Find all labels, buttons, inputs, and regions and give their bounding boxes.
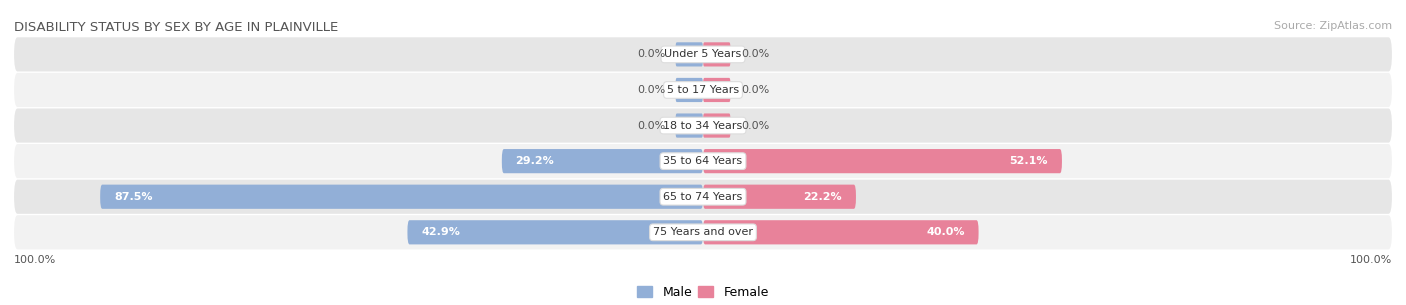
FancyBboxPatch shape	[14, 180, 1392, 214]
Legend: Male, Female: Male, Female	[633, 281, 773, 304]
Text: 65 to 74 Years: 65 to 74 Years	[664, 192, 742, 202]
FancyBboxPatch shape	[703, 42, 731, 66]
FancyBboxPatch shape	[703, 220, 979, 244]
Text: 75 Years and over: 75 Years and over	[652, 227, 754, 237]
Text: 100.0%: 100.0%	[1350, 255, 1392, 265]
Text: 29.2%: 29.2%	[516, 156, 554, 166]
Text: DISABILITY STATUS BY SEX BY AGE IN PLAINVILLE: DISABILITY STATUS BY SEX BY AGE IN PLAIN…	[14, 21, 339, 34]
Text: 22.2%: 22.2%	[804, 192, 842, 202]
FancyBboxPatch shape	[14, 37, 1392, 71]
Text: Source: ZipAtlas.com: Source: ZipAtlas.com	[1274, 21, 1392, 31]
FancyBboxPatch shape	[14, 215, 1392, 249]
FancyBboxPatch shape	[14, 109, 1392, 143]
Text: 0.0%: 0.0%	[741, 120, 769, 131]
FancyBboxPatch shape	[703, 185, 856, 209]
FancyBboxPatch shape	[14, 144, 1392, 178]
Text: 40.0%: 40.0%	[927, 227, 965, 237]
FancyBboxPatch shape	[703, 149, 1062, 173]
FancyBboxPatch shape	[703, 113, 731, 138]
FancyBboxPatch shape	[675, 42, 703, 66]
Text: 42.9%: 42.9%	[422, 227, 460, 237]
Text: 0.0%: 0.0%	[637, 120, 665, 131]
Text: 52.1%: 52.1%	[1010, 156, 1047, 166]
Text: 0.0%: 0.0%	[741, 85, 769, 95]
Text: 18 to 34 Years: 18 to 34 Years	[664, 120, 742, 131]
Text: 35 to 64 Years: 35 to 64 Years	[664, 156, 742, 166]
Text: 87.5%: 87.5%	[114, 192, 152, 202]
FancyBboxPatch shape	[703, 78, 731, 102]
Text: 0.0%: 0.0%	[637, 49, 665, 59]
FancyBboxPatch shape	[502, 149, 703, 173]
FancyBboxPatch shape	[14, 73, 1392, 107]
FancyBboxPatch shape	[408, 220, 703, 244]
Text: 100.0%: 100.0%	[14, 255, 56, 265]
Text: 0.0%: 0.0%	[741, 49, 769, 59]
FancyBboxPatch shape	[675, 113, 703, 138]
FancyBboxPatch shape	[675, 78, 703, 102]
FancyBboxPatch shape	[100, 185, 703, 209]
Text: Under 5 Years: Under 5 Years	[665, 49, 741, 59]
Text: 5 to 17 Years: 5 to 17 Years	[666, 85, 740, 95]
Text: 0.0%: 0.0%	[637, 85, 665, 95]
